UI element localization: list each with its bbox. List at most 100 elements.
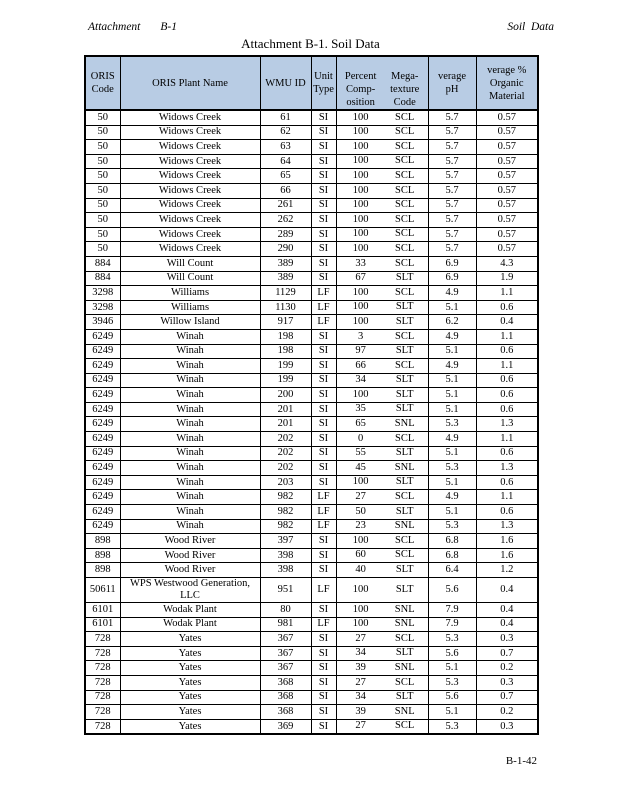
cell-percent-composition: 0 [358,432,364,444]
cell-oris-code: 6249 [84,518,121,535]
cell-average-ph: 5.3 [427,416,477,433]
cell-plant-name: Widows Creek [119,226,261,243]
cell-composition-texture: 100 SLT [335,577,429,603]
cell-average-ph: 5.7 [427,182,477,199]
cell-wmu-id: 199 [259,358,312,374]
cell-composition-texture: 100 SLT [335,299,429,316]
cell-oris-code: 50 [84,241,121,257]
cell-average-ph: 5.1 [427,343,477,360]
cell-plant-name: Winah [119,504,261,520]
cell-organic-material: 0.57 [475,197,539,214]
cell-oris-code: 728 [84,704,121,720]
cell-oris-code: 50 [84,226,121,243]
cell-unit-type: SI [310,474,337,491]
table-row: 728 Yates 368 SI 27 SCL 5.3 0.3 [84,674,539,691]
cell-megatexture-code: SLT [395,447,414,459]
cell-organic-material: 0.57 [475,212,539,228]
cell-wmu-id: 262 [259,212,312,228]
cell-average-ph: 5.1 [427,445,477,462]
cell-percent-composition: 27 [355,632,366,644]
table-row: 6249 Winah 202 SI 55 SLT 5.1 0.6 [84,445,539,462]
cell-average-ph: 5.6 [427,645,477,662]
cell-average-ph: 5.7 [427,212,477,228]
cell-composition-texture: 23 SNL [335,518,429,535]
cell-unit-type: LF [310,577,337,603]
cell-unit-type: SI [310,562,337,578]
table-header-row: ORIS Code ORIS Plant Name WMU ID Unit Ty… [84,55,539,111]
cell-organic-material: 0.57 [475,153,539,170]
cell-average-ph: 5.1 [427,704,477,720]
cell-percent-composition: 67 [355,272,366,284]
cell-average-ph: 6.9 [427,255,477,272]
cell-composition-texture: 100 SLT [335,314,429,330]
cell-megatexture-code: SCL [395,140,415,152]
cell-wmu-id: 289 [259,226,312,243]
cell-organic-material: 0.3 [475,718,539,735]
cell-megatexture-code: SLT [395,691,414,703]
col-header-organic-material: verage % Organic Material [475,55,539,111]
cell-average-ph: 5.3 [427,460,477,476]
cell-wmu-id: 389 [259,270,312,287]
cell-megatexture-code: SLT [395,301,414,313]
cell-plant-name: Widows Creek [119,197,261,214]
cell-plant-name: Winah [119,489,261,506]
cell-oris-code: 898 [84,533,121,549]
cell-megatexture-code: SCL [395,330,415,342]
cell-unit-type: SI [310,153,337,170]
cell-average-ph: 4.9 [427,358,477,374]
cell-composition-texture: 34 SLT [335,689,429,706]
cell-percent-composition: 100 [352,169,369,181]
cell-average-ph: 5.1 [427,387,477,403]
cell-megatexture-code: SLT [395,345,414,357]
cell-percent-composition: 100 [352,228,369,240]
cell-plant-name: Winah [119,387,261,403]
cell-percent-composition: 39 [355,705,366,717]
cell-organic-material: 1.3 [475,460,539,476]
cell-average-ph: 5.1 [427,372,477,389]
cell-percent-composition: 100 [352,111,369,123]
cell-organic-material: 0.57 [475,124,539,141]
cell-oris-code: 6249 [84,474,121,491]
cell-unit-type: SI [310,139,337,155]
cell-megatexture-code: SLT [395,583,414,595]
cell-organic-material: 0.57 [475,226,539,243]
cell-wmu-id: 982 [259,504,312,520]
cell-unit-type: SI [310,328,337,345]
cell-oris-code: 728 [84,674,121,691]
cell-unit-type: SI [310,674,337,691]
cell-composition-texture: 97 SLT [335,343,429,360]
cell-megatexture-code: SCL [395,199,415,211]
table-row: 728 Yates 367 SI 39 SNL 5.1 0.2 [84,660,539,676]
cell-oris-code: 884 [84,270,121,287]
cell-unit-type: SI [310,109,337,126]
cell-unit-type: SI [310,547,337,564]
col-header-percent-composition: Percent Comp- osition [344,71,377,108]
cell-composition-texture: 39 SNL [335,660,429,676]
cell-composition-texture: 100 SCL [335,168,429,184]
cell-megatexture-code: SCL [395,242,415,254]
cell-megatexture-code: SLT [395,476,414,488]
cell-wmu-id: 261 [259,197,312,214]
cell-plant-name: Yates [119,718,261,735]
cell-megatexture-code: SCL [395,720,415,732]
cell-wmu-id: 398 [259,562,312,578]
cell-megatexture-code: SLT [395,272,414,284]
cell-plant-name: Will Count [119,270,261,287]
table-row: 50 Widows Creek 290 SI 100 SCL 5.7 0.57 [84,241,539,257]
cell-megatexture-code: SNL [394,418,415,430]
cell-percent-composition: 50 [355,505,366,517]
cell-unit-type: LF [310,285,337,301]
cell-average-ph: 6.4 [427,562,477,578]
cell-average-ph: 5.7 [427,153,477,170]
cell-percent-composition: 27 [355,720,366,732]
cell-oris-code: 50 [84,153,121,170]
cell-organic-material: 0.57 [475,168,539,184]
cell-organic-material: 1.3 [475,416,539,433]
cell-organic-material: 1.1 [475,285,539,301]
cell-organic-material: 0.7 [475,689,539,706]
cell-oris-code: 728 [84,718,121,735]
cell-plant-name: Winah [119,431,261,447]
cell-organic-material: 1.3 [475,518,539,535]
cell-unit-type: SI [310,372,337,389]
cell-plant-name: Yates [119,689,261,706]
